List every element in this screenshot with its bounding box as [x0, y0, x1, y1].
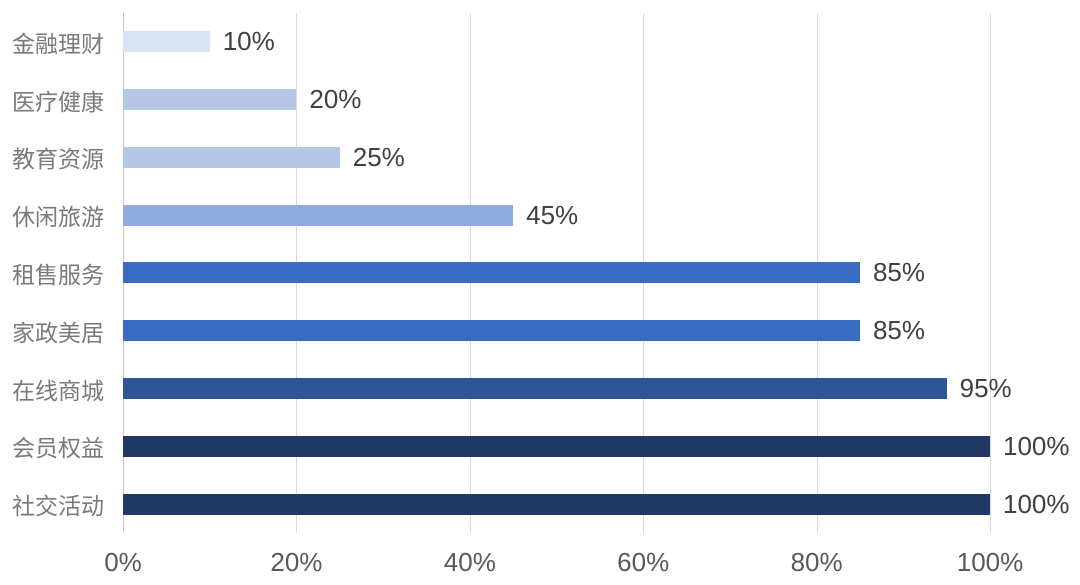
- category-label: 租售服务: [12, 261, 104, 288]
- x-tick-label: 20%: [270, 547, 323, 577]
- value-label: 95%: [959, 373, 1012, 404]
- value-label: 25%: [352, 141, 405, 172]
- category-label: 教育资源: [12, 146, 104, 173]
- bar: [123, 378, 947, 400]
- x-tick-label: 60%: [617, 547, 670, 577]
- bar: [123, 435, 990, 457]
- bar: [123, 262, 860, 284]
- bar: [123, 320, 860, 342]
- x-tick-label: 40%: [443, 547, 496, 577]
- value-axis: 0% 20% 40% 60% 80% 100%: [104, 547, 1023, 579]
- value-label: 20%: [309, 84, 362, 115]
- category-label: 在线商城: [12, 377, 104, 404]
- gridline-100%: [990, 13, 991, 533]
- category-label: 休闲旅游: [12, 204, 104, 231]
- category-label: 会员权益: [12, 435, 104, 462]
- x-tick-label: 100%: [956, 547, 1024, 577]
- bar-row: 10%: [123, 13, 1080, 71]
- bar: [123, 493, 990, 515]
- category-label: 社交活动: [12, 493, 104, 520]
- value-label: 85%: [872, 257, 925, 288]
- value-label: 85%: [872, 315, 925, 346]
- plot-area: 10% 20% 25% 45% 85% 85% 95% 100% 100%: [123, 13, 1070, 533]
- bar-row: 95%: [123, 360, 1080, 418]
- bar: [123, 204, 514, 226]
- bar-row: 100%: [123, 475, 1080, 533]
- value-label: 45%: [526, 199, 579, 230]
- bar: [123, 31, 210, 53]
- value-label: 100%: [1003, 430, 1070, 461]
- bar-row: 25%: [123, 129, 1080, 187]
- category-label: 金融理财: [12, 30, 104, 57]
- value-label: 100%: [1003, 488, 1070, 519]
- category-label: 医疗健康: [12, 88, 104, 115]
- bar-row: 85%: [123, 302, 1080, 360]
- bar-row: 85%: [123, 244, 1080, 302]
- bar: [123, 89, 297, 111]
- value-label: 10%: [222, 26, 275, 57]
- x-tick-label: 0%: [104, 547, 142, 577]
- bar-row: 100%: [123, 417, 1080, 475]
- bar-row: 45%: [123, 186, 1080, 244]
- bar: [123, 146, 340, 168]
- category-label: 家政美居: [12, 319, 104, 346]
- x-tick-label: 80%: [790, 547, 843, 577]
- bar-row: 20%: [123, 71, 1080, 129]
